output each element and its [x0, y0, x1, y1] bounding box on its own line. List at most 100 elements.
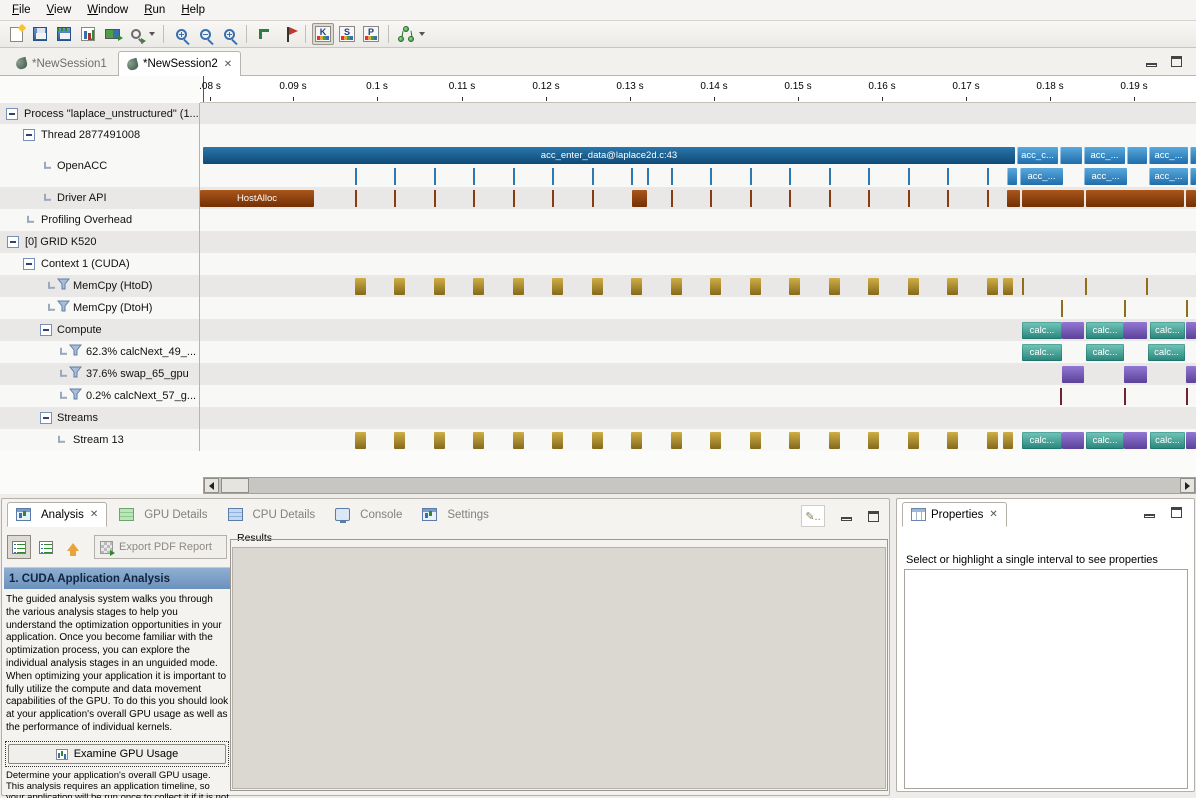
memcpy-block[interactable]	[750, 277, 761, 295]
timeline-bar[interactable]: calc...	[1086, 343, 1124, 361]
timeline-bar[interactable]: acc_...	[1020, 168, 1063, 185]
collapse-toggle-icon[interactable]	[40, 412, 52, 424]
interval-tick[interactable]	[434, 189, 436, 207]
interval-tick[interactable]	[473, 168, 475, 185]
timeline-bar[interactable]: calc...	[1150, 431, 1185, 449]
timeline-bar[interactable]	[1186, 431, 1196, 449]
examine-gpu-usage-button[interactable]: Examine GPU Usage	[8, 744, 226, 764]
tab-console[interactable]: Console	[327, 502, 410, 527]
interval-tick[interactable]	[908, 189, 910, 207]
interval-tick[interactable]	[513, 189, 515, 207]
save-icon[interactable]	[29, 23, 51, 45]
interval-tick[interactable]	[829, 168, 831, 185]
timeline-bar[interactable]	[1003, 431, 1013, 449]
tree-item-grid[interactable]: [0] GRID K520	[0, 231, 200, 253]
interval-tick[interactable]	[434, 168, 436, 185]
tree-item-driver[interactable]: Driver API	[0, 187, 200, 209]
memcpy-block[interactable]	[710, 431, 721, 449]
tab-newsession1[interactable]: *NewSession1	[8, 51, 115, 76]
memcpy-block[interactable]	[355, 277, 366, 295]
memcpy-block[interactable]	[947, 277, 958, 295]
timeline-bar[interactable]	[1060, 147, 1082, 164]
interval-tick[interactable]	[552, 189, 554, 207]
memcpy-block[interactable]	[552, 431, 563, 449]
new-session-icon[interactable]	[5, 23, 27, 45]
interval-tick[interactable]	[868, 189, 870, 207]
scrollbar-thumb[interactable]	[221, 478, 249, 493]
collapse-toggle-icon[interactable]	[23, 258, 35, 270]
tab-gpu-details[interactable]: GPU Details	[111, 502, 215, 527]
process-view-icon[interactable]: P	[360, 23, 382, 45]
timeline-bar[interactable]: calc...	[1022, 431, 1062, 449]
memcpy-block[interactable]	[592, 277, 603, 295]
interval-tick[interactable]	[1124, 299, 1126, 317]
tree-item-openacc[interactable]: OpenACC	[0, 145, 200, 187]
tree-item-context[interactable]: Context 1 (CUDA)	[0, 253, 200, 275]
timeline-bar[interactable]	[1022, 189, 1084, 207]
timeline-bar[interactable]	[1007, 189, 1020, 207]
interval-tick[interactable]	[1146, 277, 1148, 295]
interval-tick[interactable]	[1061, 299, 1063, 317]
kernel-view-icon[interactable]: K	[312, 23, 334, 45]
timeline-bar[interactable]: HostAlloc	[200, 189, 314, 207]
timeline-bar[interactable]: acc_enter_data@laplace2d.c:43	[203, 147, 1015, 164]
timeline-bar[interactable]	[1190, 147, 1196, 164]
memcpy-block[interactable]	[829, 431, 840, 449]
tab-settings[interactable]: Settings	[414, 502, 497, 527]
search-run-icon[interactable]	[125, 23, 147, 45]
scroll-right-button[interactable]	[1180, 478, 1195, 493]
flag-icon[interactable]	[277, 23, 299, 45]
memcpy-block[interactable]	[513, 431, 524, 449]
interval-tick[interactable]	[394, 168, 396, 185]
interval-tick[interactable]	[908, 168, 910, 185]
tab-newsession2[interactable]: *NewSession2 ✕	[118, 51, 242, 76]
close-icon[interactable]: ✕	[989, 509, 998, 520]
memcpy-block[interactable]	[908, 277, 919, 295]
export-pdf-report-button[interactable]: Export PDF Report	[94, 535, 227, 559]
memcpy-block[interactable]	[829, 277, 840, 295]
menu-item-view[interactable]: View	[46, 4, 72, 16]
timeline-bar[interactable]	[1124, 365, 1147, 383]
timeline-bar[interactable]	[1007, 168, 1017, 185]
collapse-toggle-icon[interactable]	[23, 128, 35, 141]
interval-tick[interactable]	[671, 168, 673, 185]
timeline-bar[interactable]	[1062, 431, 1084, 449]
timeline-bar[interactable]: calc...	[1022, 321, 1062, 339]
interval-tick[interactable]	[355, 189, 357, 207]
interval-tick[interactable]	[947, 189, 949, 207]
interval-tick[interactable]	[829, 189, 831, 207]
menu-item-file[interactable]: File	[12, 4, 31, 16]
memcpy-block[interactable]	[552, 277, 563, 295]
timeline-bar[interactable]	[1124, 431, 1147, 449]
timeline-bar[interactable]	[1003, 277, 1013, 295]
tab-properties[interactable]: Properties ✕	[902, 502, 1007, 527]
interval-tick[interactable]	[1186, 299, 1188, 317]
collapse-toggle-icon[interactable]	[6, 107, 18, 120]
memcpy-block[interactable]	[592, 431, 603, 449]
memcpy-block[interactable]	[789, 431, 800, 449]
memcpy-block[interactable]	[513, 277, 524, 295]
memcpy-block[interactable]	[473, 277, 484, 295]
timeline-bar[interactable]: acc_...	[1084, 147, 1125, 164]
timeline-bar[interactable]	[1190, 168, 1196, 185]
timeline-bar[interactable]	[1127, 147, 1147, 164]
interval-tick[interactable]	[1060, 387, 1062, 405]
interval-tick[interactable]	[750, 168, 752, 185]
maximize-icon[interactable]	[868, 510, 879, 522]
interval-tick[interactable]	[631, 168, 633, 185]
zoom-fit-icon[interactable]	[218, 23, 240, 45]
tree-item-htod[interactable]: MemCpy (HtoD)	[0, 275, 200, 297]
interval-tick[interactable]	[513, 168, 515, 185]
timeline-bar[interactable]	[1124, 321, 1147, 339]
memcpy-block[interactable]	[947, 431, 958, 449]
unguided-analysis-button[interactable]	[34, 535, 58, 559]
interval-tick[interactable]	[710, 168, 712, 185]
maximize-icon[interactable]	[1171, 56, 1182, 67]
timeline-bar[interactable]	[632, 189, 647, 207]
interval-tick[interactable]	[1186, 387, 1188, 405]
memcpy-block[interactable]	[355, 431, 366, 449]
timeline-bar[interactable]: acc_...	[1149, 147, 1188, 164]
tree-item-dtoh[interactable]: MemCpy (DtoH)	[0, 297, 200, 319]
interval-tick[interactable]	[592, 189, 594, 207]
memcpy-block[interactable]	[394, 431, 405, 449]
